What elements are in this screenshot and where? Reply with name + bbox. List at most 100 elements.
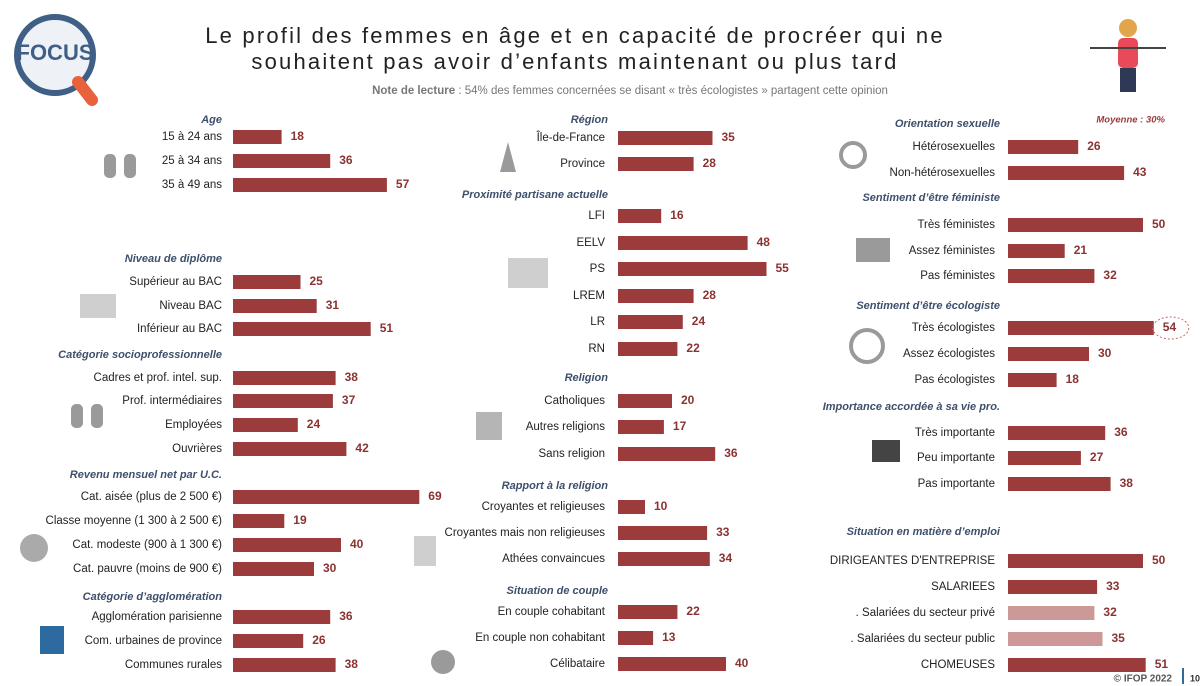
category-label: Communes rurales bbox=[125, 659, 222, 671]
icon bbox=[104, 154, 116, 178]
value-label: 18 bbox=[291, 129, 305, 143]
bar bbox=[1008, 658, 1146, 672]
value-label: 38 bbox=[1120, 476, 1134, 490]
figure-legs bbox=[1120, 68, 1136, 92]
section-title: Religion bbox=[565, 372, 609, 384]
value-label: 36 bbox=[1114, 425, 1128, 439]
icon bbox=[856, 238, 890, 262]
logo-text: FOCUS bbox=[17, 40, 94, 65]
title-line: Le profil des femmes en âge et en capaci… bbox=[205, 23, 945, 48]
icon bbox=[500, 142, 516, 172]
category-label: Pas féministes bbox=[920, 270, 995, 282]
value-label: 40 bbox=[350, 537, 364, 551]
bar bbox=[233, 394, 333, 408]
category-label: SALARIEES bbox=[931, 581, 995, 593]
icon bbox=[80, 294, 116, 318]
value-label: 31 bbox=[326, 298, 340, 312]
value-label: 17 bbox=[673, 419, 687, 433]
bar bbox=[618, 526, 708, 540]
bar bbox=[233, 371, 336, 385]
icon bbox=[839, 141, 867, 169]
bar bbox=[618, 394, 672, 408]
bar bbox=[233, 658, 336, 672]
category-label: Pas écologistes bbox=[914, 374, 995, 386]
value-label: 37 bbox=[342, 393, 356, 407]
value-label: 10 bbox=[654, 499, 668, 513]
bar bbox=[233, 322, 371, 336]
value-label: 32 bbox=[1103, 268, 1117, 282]
category-label: Peu importante bbox=[917, 452, 995, 464]
category-label: LREM bbox=[573, 290, 605, 302]
value-label: 13 bbox=[662, 630, 676, 644]
value-label: 54 bbox=[1163, 320, 1177, 334]
category-label: Catholiques bbox=[544, 395, 605, 407]
bar bbox=[233, 130, 282, 144]
category-label: Hétérosexuelles bbox=[913, 141, 996, 153]
figure-head bbox=[1119, 19, 1137, 37]
value-label: 32 bbox=[1103, 605, 1117, 619]
value-label: 33 bbox=[1106, 579, 1120, 593]
bar bbox=[233, 442, 347, 456]
icon bbox=[40, 626, 64, 654]
value-label: 20 bbox=[681, 393, 695, 407]
value-label: 38 bbox=[345, 370, 359, 384]
figure-body bbox=[1118, 38, 1138, 68]
bar bbox=[233, 538, 341, 552]
category-label: Croyantes mais non religieuses bbox=[445, 527, 606, 539]
bar bbox=[618, 420, 664, 434]
highlight bbox=[1152, 316, 1190, 340]
section-title: Rapport à la religion bbox=[502, 480, 609, 492]
bar bbox=[618, 447, 716, 461]
value-label: 48 bbox=[757, 235, 771, 249]
icon bbox=[91, 404, 103, 428]
icon bbox=[508, 258, 548, 288]
bar bbox=[618, 315, 683, 329]
bar bbox=[1008, 426, 1106, 440]
value-label: 28 bbox=[703, 288, 717, 302]
category-label: Niveau BAC bbox=[159, 300, 222, 312]
value-label: 27 bbox=[1090, 450, 1104, 464]
bar bbox=[233, 562, 314, 576]
bar bbox=[618, 262, 767, 276]
icon bbox=[431, 650, 455, 674]
value-label: 55 bbox=[776, 261, 790, 275]
category-label: EELV bbox=[576, 237, 605, 249]
section-title: Situation de couple bbox=[507, 585, 608, 597]
bar bbox=[1008, 373, 1057, 387]
note-text: : 54% des femmes concernées se disant « … bbox=[455, 85, 888, 97]
note-label: Note de lecture bbox=[372, 85, 455, 97]
category-label: Très importante bbox=[915, 427, 995, 439]
category-label: En couple cohabitant bbox=[498, 606, 606, 618]
category-label: . Salariées du secteur privé bbox=[856, 607, 995, 619]
section-title: Situation en matière d’emploi bbox=[847, 526, 1001, 538]
value-label: 34 bbox=[719, 551, 733, 565]
value-label: 51 bbox=[380, 321, 394, 335]
icon bbox=[414, 536, 436, 566]
icon bbox=[872, 440, 900, 462]
value-label: 30 bbox=[323, 561, 337, 575]
value-label: 57 bbox=[396, 177, 410, 191]
value-label: 36 bbox=[339, 609, 353, 623]
category-label: Ouvrières bbox=[172, 443, 222, 455]
section-title: Age bbox=[200, 114, 222, 126]
logo-handle bbox=[72, 76, 98, 106]
bar bbox=[233, 490, 420, 504]
section-title: Région bbox=[571, 114, 609, 126]
category-label: Supérieur au BAC bbox=[129, 276, 222, 288]
category-label: 15 à 24 ans bbox=[162, 131, 222, 143]
bar bbox=[233, 514, 285, 528]
bar bbox=[618, 342, 678, 356]
value-label: 40 bbox=[735, 656, 749, 670]
icon bbox=[849, 328, 885, 364]
value-label: 22 bbox=[686, 341, 700, 355]
page-number: 10 bbox=[1190, 673, 1200, 683]
category-label: LFI bbox=[588, 210, 605, 222]
value-label: 43 bbox=[1133, 165, 1147, 179]
category-label: Cat. modeste (900 à 1 300 €) bbox=[72, 539, 222, 551]
section-title: Niveau de diplôme bbox=[125, 253, 222, 265]
category-label: Très écologistes bbox=[912, 322, 996, 334]
value-label: 36 bbox=[339, 153, 353, 167]
bar bbox=[618, 131, 713, 145]
bar bbox=[1008, 632, 1103, 646]
